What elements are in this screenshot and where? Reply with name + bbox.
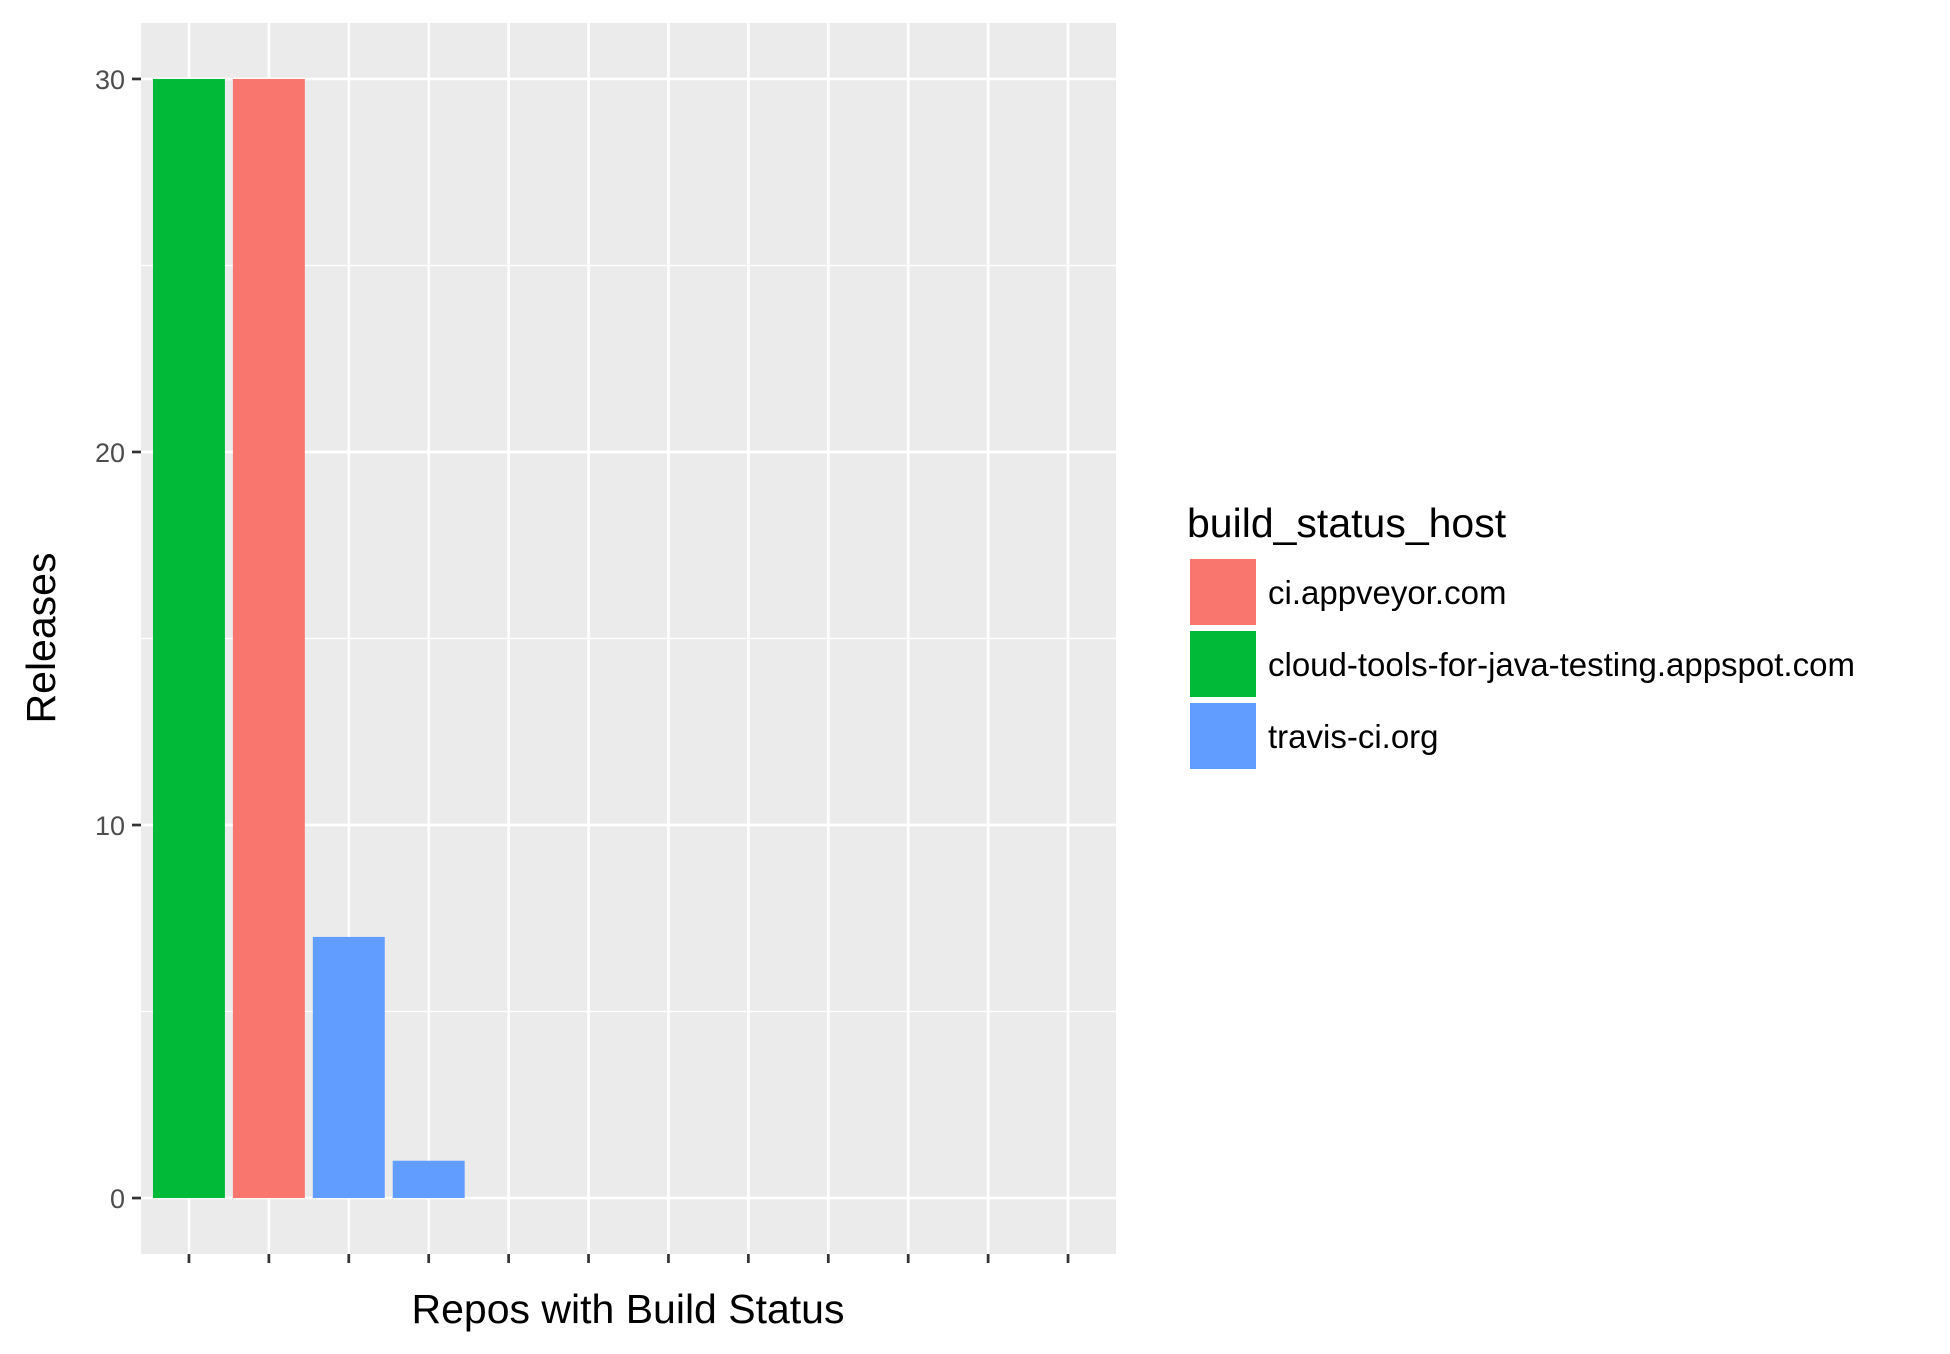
- x-axis-title: Repos with Build Status: [411, 1286, 844, 1332]
- legend-items: ci.appveyor.com cloud-tools-for-java-test…: [1190, 559, 1855, 769]
- legend: build_status_host ci.appveyor.com cloud-t…: [1187, 500, 1855, 769]
- legend-key: [1190, 631, 1256, 697]
- bar: [232, 78, 305, 1199]
- y-tick-label: 20: [95, 438, 125, 468]
- y-axis: 0 10 20 30: [95, 65, 141, 1214]
- y-tick-label: 30: [95, 65, 125, 95]
- bar: [152, 78, 225, 1199]
- x-axis: [187, 1254, 1070, 1263]
- legend-key: [1190, 559, 1256, 625]
- y-axis-title: Releases: [18, 553, 64, 724]
- bar: [392, 1160, 465, 1199]
- bar: [312, 936, 385, 1199]
- legend-label: cloud-tools-for-java-testing.appspot.com: [1268, 646, 1855, 683]
- bars: [152, 78, 465, 1199]
- y-tick-label: 10: [95, 811, 125, 841]
- legend-title: build_status_host: [1187, 500, 1507, 546]
- legend-key: [1190, 703, 1256, 769]
- y-tick-label: 0: [110, 1184, 125, 1214]
- legend-label: ci.appveyor.com: [1268, 574, 1506, 611]
- legend-label: travis-ci.org: [1268, 718, 1439, 755]
